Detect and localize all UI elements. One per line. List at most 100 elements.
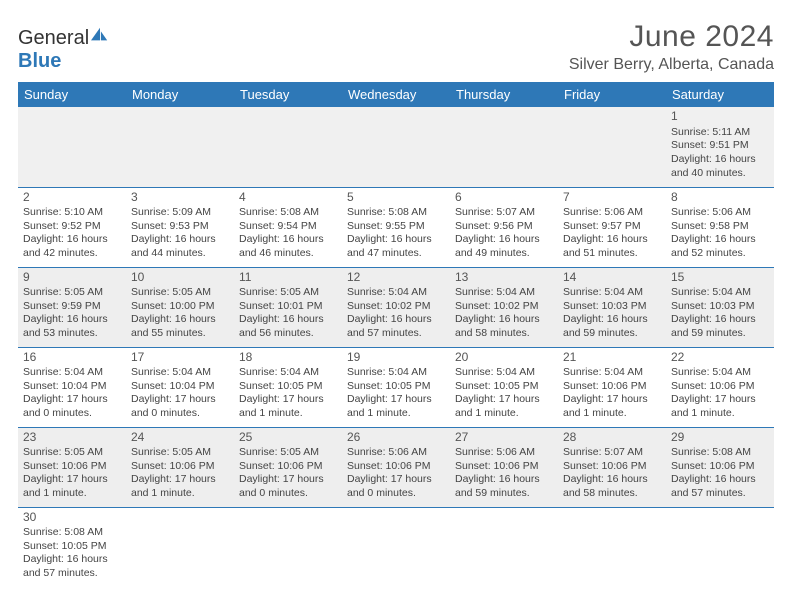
daylight-text: Daylight: 17 hours xyxy=(131,473,229,487)
daylight-text: and 57 minutes. xyxy=(23,567,121,581)
day-cell xyxy=(234,107,342,187)
daylight-text: Daylight: 16 hours xyxy=(563,313,661,327)
week-row: 16Sunrise: 5:04 AMSunset: 10:04 PMDaylig… xyxy=(18,347,774,427)
daylight-text: Daylight: 16 hours xyxy=(23,313,121,327)
header: General Blue June 2024 Silver Berry, Alb… xyxy=(18,20,774,74)
day-cell xyxy=(558,107,666,187)
sunset-text: Sunset: 10:02 PM xyxy=(347,300,445,314)
sunrise-text: Sunrise: 5:05 AM xyxy=(239,446,337,460)
sunrise-text: Sunrise: 5:07 AM xyxy=(455,206,553,220)
daylight-text: and 59 minutes. xyxy=(671,327,769,341)
sunset-text: Sunset: 9:57 PM xyxy=(563,220,661,234)
sunset-text: Sunset: 9:51 PM xyxy=(671,139,769,153)
sunrise-text: Sunrise: 5:04 AM xyxy=(455,366,553,380)
daylight-text: Daylight: 17 hours xyxy=(671,393,769,407)
day-cell: 7Sunrise: 5:06 AMSunset: 9:57 PMDaylight… xyxy=(558,187,666,267)
sunset-text: Sunset: 10:06 PM xyxy=(23,460,121,474)
day-number: 15 xyxy=(671,270,769,286)
sunrise-text: Sunrise: 5:06 AM xyxy=(455,446,553,460)
day-number: 6 xyxy=(455,190,553,206)
weekday-header: Wednesday xyxy=(342,82,450,107)
weekday-header: Tuesday xyxy=(234,82,342,107)
day-number: 13 xyxy=(455,270,553,286)
week-row: 9Sunrise: 5:05 AMSunset: 9:59 PMDaylight… xyxy=(18,267,774,347)
daylight-text: and 47 minutes. xyxy=(347,247,445,261)
day-number: 12 xyxy=(347,270,445,286)
sunset-text: Sunset: 9:58 PM xyxy=(671,220,769,234)
weekday-header: Saturday xyxy=(666,82,774,107)
sunrise-text: Sunrise: 5:04 AM xyxy=(671,286,769,300)
day-number: 10 xyxy=(131,270,229,286)
sunrise-text: Sunrise: 5:04 AM xyxy=(347,286,445,300)
sunrise-text: Sunrise: 5:04 AM xyxy=(23,366,121,380)
sunset-text: Sunset: 10:05 PM xyxy=(347,380,445,394)
day-cell: 1Sunrise: 5:11 AMSunset: 9:51 PMDaylight… xyxy=(666,107,774,187)
day-cell: 16Sunrise: 5:04 AMSunset: 10:04 PMDaylig… xyxy=(18,347,126,427)
day-cell xyxy=(558,507,666,587)
day-number: 5 xyxy=(347,190,445,206)
day-cell: 13Sunrise: 5:04 AMSunset: 10:02 PMDaylig… xyxy=(450,267,558,347)
day-cell xyxy=(342,107,450,187)
daylight-text: and 58 minutes. xyxy=(563,487,661,501)
sunset-text: Sunset: 10:01 PM xyxy=(239,300,337,314)
sunset-text: Sunset: 10:05 PM xyxy=(455,380,553,394)
daylight-text: and 49 minutes. xyxy=(455,247,553,261)
day-number: 4 xyxy=(239,190,337,206)
daylight-text: and 1 minute. xyxy=(455,407,553,421)
daylight-text: and 52 minutes. xyxy=(671,247,769,261)
sunrise-text: Sunrise: 5:08 AM xyxy=(671,446,769,460)
daylight-text: Daylight: 17 hours xyxy=(23,473,121,487)
daylight-text: and 1 minute. xyxy=(239,407,337,421)
logo-word-1: General xyxy=(18,27,89,49)
sunrise-text: Sunrise: 5:06 AM xyxy=(563,206,661,220)
sunset-text: Sunset: 9:56 PM xyxy=(455,220,553,234)
sunset-text: Sunset: 10:06 PM xyxy=(239,460,337,474)
week-row: 23Sunrise: 5:05 AMSunset: 10:06 PMDaylig… xyxy=(18,427,774,507)
day-cell: 30Sunrise: 5:08 AMSunset: 10:05 PMDaylig… xyxy=(18,507,126,587)
daylight-text: and 1 minute. xyxy=(671,407,769,421)
sunrise-text: Sunrise: 5:06 AM xyxy=(671,206,769,220)
title-block: June 2024 Silver Berry, Alberta, Canada xyxy=(569,20,774,74)
day-cell: 28Sunrise: 5:07 AMSunset: 10:06 PMDaylig… xyxy=(558,427,666,507)
sunset-text: Sunset: 10:06 PM xyxy=(563,460,661,474)
day-number: 16 xyxy=(23,350,121,366)
weekday-header: Thursday xyxy=(450,82,558,107)
day-cell: 4Sunrise: 5:08 AMSunset: 9:54 PMDaylight… xyxy=(234,187,342,267)
day-cell: 11Sunrise: 5:05 AMSunset: 10:01 PMDaylig… xyxy=(234,267,342,347)
day-cell: 21Sunrise: 5:04 AMSunset: 10:06 PMDaylig… xyxy=(558,347,666,427)
daylight-text: and 53 minutes. xyxy=(23,327,121,341)
daylight-text: Daylight: 17 hours xyxy=(23,393,121,407)
daylight-text: and 46 minutes. xyxy=(239,247,337,261)
weekday-header-row: Sunday Monday Tuesday Wednesday Thursday… xyxy=(18,82,774,107)
week-row: 1Sunrise: 5:11 AMSunset: 9:51 PMDaylight… xyxy=(18,107,774,187)
sunset-text: Sunset: 10:03 PM xyxy=(671,300,769,314)
daylight-text: Daylight: 16 hours xyxy=(347,313,445,327)
daylight-text: Daylight: 16 hours xyxy=(671,233,769,247)
logo: General Blue xyxy=(18,20,111,73)
day-cell: 2Sunrise: 5:10 AMSunset: 9:52 PMDaylight… xyxy=(18,187,126,267)
day-cell: 27Sunrise: 5:06 AMSunset: 10:06 PMDaylig… xyxy=(450,427,558,507)
sunrise-text: Sunrise: 5:08 AM xyxy=(239,206,337,220)
location: Silver Berry, Alberta, Canada xyxy=(569,56,774,74)
daylight-text: Daylight: 17 hours xyxy=(347,473,445,487)
day-number: 1 xyxy=(671,109,769,125)
sunset-text: Sunset: 9:55 PM xyxy=(347,220,445,234)
sunset-text: Sunset: 10:06 PM xyxy=(347,460,445,474)
daylight-text: and 51 minutes. xyxy=(563,247,661,261)
sunset-text: Sunset: 9:59 PM xyxy=(23,300,121,314)
daylight-text: Daylight: 16 hours xyxy=(671,313,769,327)
day-number: 25 xyxy=(239,430,337,446)
day-number: 22 xyxy=(671,350,769,366)
day-cell: 26Sunrise: 5:06 AMSunset: 10:06 PMDaylig… xyxy=(342,427,450,507)
day-number: 2 xyxy=(23,190,121,206)
week-row: 30Sunrise: 5:08 AMSunset: 10:05 PMDaylig… xyxy=(18,507,774,587)
day-cell xyxy=(450,507,558,587)
day-cell: 3Sunrise: 5:09 AMSunset: 9:53 PMDaylight… xyxy=(126,187,234,267)
sunrise-text: Sunrise: 5:08 AM xyxy=(347,206,445,220)
sunrise-text: Sunrise: 5:04 AM xyxy=(131,366,229,380)
sunrise-text: Sunrise: 5:05 AM xyxy=(23,446,121,460)
day-cell: 10Sunrise: 5:05 AMSunset: 10:00 PMDaylig… xyxy=(126,267,234,347)
sunrise-text: Sunrise: 5:05 AM xyxy=(131,446,229,460)
day-cell: 22Sunrise: 5:04 AMSunset: 10:06 PMDaylig… xyxy=(666,347,774,427)
week-row: 2Sunrise: 5:10 AMSunset: 9:52 PMDaylight… xyxy=(18,187,774,267)
